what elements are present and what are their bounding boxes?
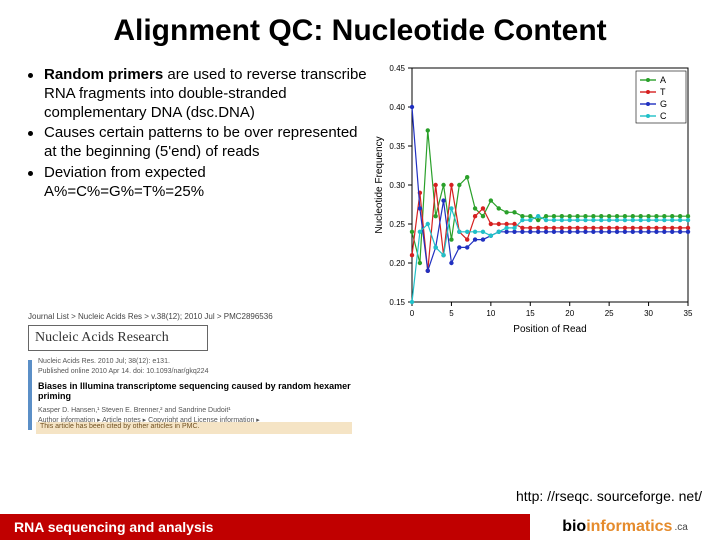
footer-brand: bioinformatics.ca — [530, 514, 720, 540]
pub-info: Nucleic Acids Res. 2010 Jul; 38(12): e13… — [38, 357, 358, 367]
pmc-note: This article has been cited by other art… — [36, 422, 352, 434]
brand-info: informatics — [586, 518, 672, 536]
svg-text:25: 25 — [605, 309, 614, 318]
svg-text:30: 30 — [644, 309, 653, 318]
svg-text:Position of Read: Position of Read — [513, 324, 586, 335]
svg-text:C: C — [660, 111, 667, 121]
svg-text:35: 35 — [684, 309, 693, 318]
svg-text:0.30: 0.30 — [389, 181, 405, 190]
svg-text:T: T — [660, 87, 666, 97]
nucleotide-chart: 0 5 10 15 20 25 30 35 0.15 0.20 0.25 0.30 0.35 0.40 0.… — [368, 58, 702, 338]
journal-logo-box: Nucleic Acids Research — [28, 325, 208, 351]
svg-text:A: A — [660, 75, 666, 85]
svg-text:0.20: 0.20 — [389, 259, 405, 268]
svg-text:0.15: 0.15 — [389, 298, 405, 307]
footer: RNA sequencing and analysis bioinformati… — [0, 514, 720, 540]
svg-text:5: 5 — [449, 309, 454, 318]
brand-bio: bio — [562, 518, 586, 536]
svg-text:10: 10 — [486, 309, 495, 318]
slide-title: Alignment QC: Nucleotide Content — [0, 0, 720, 58]
footer-left: RNA sequencing and analysis — [0, 514, 530, 540]
svg-text:0.35: 0.35 — [389, 142, 405, 151]
bullet-item: Causes certain patterns to be over repre… — [28, 124, 368, 162]
svg-text:G: G — [660, 99, 667, 109]
svg-text:0.45: 0.45 — [389, 64, 405, 73]
svg-text:0: 0 — [410, 309, 415, 318]
bullet-item: Deviation from expected A%=C%=G%=T%=25% — [28, 164, 368, 202]
svg-text:0.25: 0.25 — [389, 220, 405, 229]
svg-text:20: 20 — [565, 309, 574, 318]
svg-text:15: 15 — [526, 309, 535, 318]
pub-doi: Published online 2010 Apr 14. doi: 10.10… — [38, 367, 358, 377]
bullet-list: Random primers are used to reverse trans… — [28, 58, 368, 338]
source-link[interactable]: http: //rseqc. sourceforge. net/ — [516, 488, 702, 504]
article-title: Biases in Illumina transcriptome sequenc… — [38, 381, 358, 403]
bullet-item: Random primers are used to reverse trans… — [28, 66, 368, 122]
journal-breadcrumb: Journal List > Nucleic Acids Res > v.38(… — [28, 312, 358, 321]
svg-text:Nucleotide Frequency: Nucleotide Frequency — [374, 136, 385, 233]
brand-ca: .ca — [674, 522, 687, 533]
svg-text:0.40: 0.40 — [389, 103, 405, 112]
authors: Kasper D. Hansen,¹ Steven E. Brenner,² a… — [38, 406, 358, 416]
citation-block: Journal List > Nucleic Acids Res > v.38(… — [28, 312, 358, 426]
